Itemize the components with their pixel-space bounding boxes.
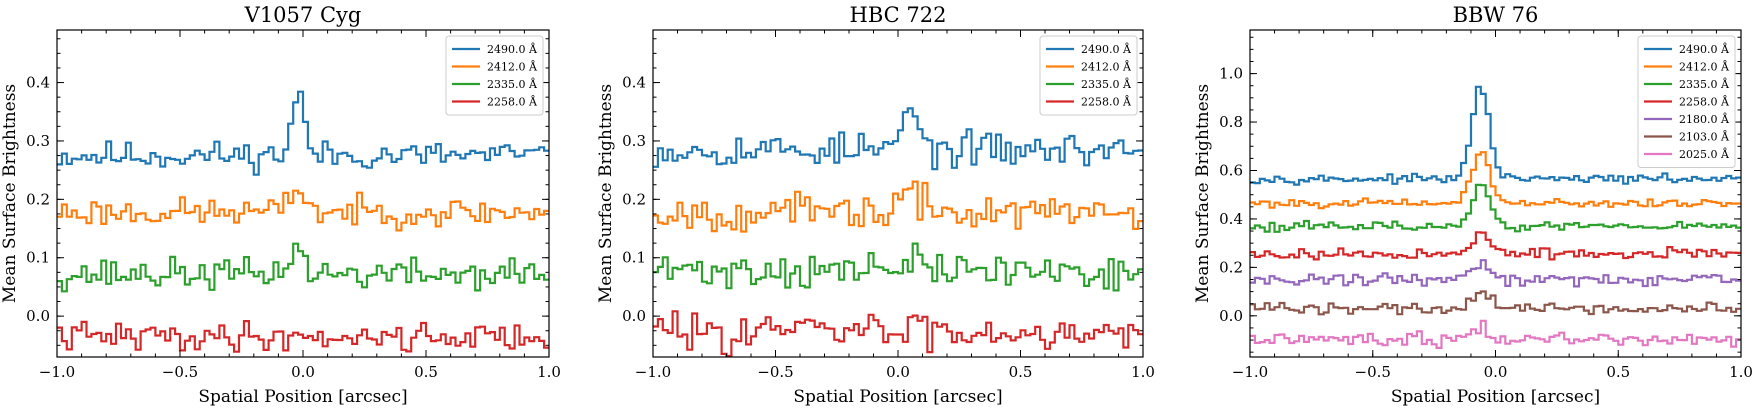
legend-frame	[445, 35, 544, 116]
x-tick-label: 1.0	[1729, 363, 1753, 381]
y-tick-label: 0.4	[622, 74, 646, 92]
x-axis-label: Spatial Position [arcsec]	[793, 387, 1002, 407]
legend-label: 2335.0 Å	[1081, 77, 1132, 91]
y-tick-label: 0.3	[622, 132, 646, 150]
chart-title: V1057 Cyg	[244, 3, 362, 27]
x-tick-label: 1.0	[537, 363, 561, 381]
x-tick-label: −1.0	[1232, 363, 1268, 381]
x-tick-label: 0.0	[1484, 363, 1508, 381]
y-tick-label: 0.0	[622, 307, 646, 325]
x-tick-label: 0.5	[1606, 363, 1630, 381]
legend-label: 2258.0 Å	[1679, 95, 1730, 109]
series-line-1	[653, 107, 1143, 171]
legend-label: 2490.0 Å	[487, 42, 538, 56]
y-tick-label: 0.2	[1219, 258, 1243, 276]
legend-frame	[1637, 35, 1736, 168]
y-axis-label: Mean Surface Brightness	[0, 84, 20, 303]
legend-label: 2335.0 Å	[487, 77, 538, 91]
x-tick-label: −0.5	[757, 363, 793, 381]
x-tick-label: 0.5	[1009, 363, 1033, 381]
series-line-2	[1250, 151, 1741, 210]
series-line-7	[1250, 319, 1741, 349]
series-line-4	[1250, 231, 1741, 261]
x-tick-label: 1.0	[1131, 363, 1155, 381]
legend-label: 2103.0 Å	[1679, 130, 1730, 144]
y-tick-label: 0.2	[26, 190, 50, 208]
y-axis-label: Mean Surface Brightness	[596, 84, 616, 303]
legend-label: 2412.0 Å	[1679, 60, 1730, 74]
series-line-1	[57, 90, 549, 176]
y-tick-label: 0.0	[1219, 307, 1243, 325]
legend-label: 2335.0 Å	[1679, 77, 1730, 91]
x-axis-label: Spatial Position [arcsec]	[198, 387, 407, 407]
y-tick-label: 0.6	[1219, 161, 1243, 179]
x-tick-label: −0.5	[1355, 363, 1391, 381]
legend: 2490.0 Å 2412.0 Å 2335.0 Å 2258.0 Å 2180.0 Å…	[1637, 35, 1736, 168]
legend-label: 2490.0 Å	[1081, 42, 1132, 56]
series-line-2	[57, 189, 549, 232]
panel-3: BBW 76 −1.0 −0.5 0.0 0.5 1.0 0.0 0.2 0.4 0.6 0.8 1.…	[1193, 3, 1753, 407]
x-tick-label: −1.0	[39, 363, 75, 381]
series-line-3	[1250, 183, 1741, 233]
chart-title: HBC 722	[850, 3, 947, 27]
x-tick-label: 0.0	[291, 363, 315, 381]
x-axis-label: Spatial Position [arcsec]	[1391, 387, 1600, 407]
series-line-4	[653, 310, 1143, 357]
legend: 2490.0 Å 2412.0 Å 2335.0 Å 2258.0 Å	[445, 35, 544, 116]
x-tick-label: 0.0	[886, 363, 910, 381]
legend: 2490.0 Å 2412.0 Å 2335.0 Å 2258.0 Å	[1039, 35, 1138, 116]
legend-label: 2180.0 Å	[1679, 112, 1730, 126]
legend-label: 2258.0 Å	[1081, 95, 1132, 109]
x-tick-label: 0.5	[414, 363, 438, 381]
legend-label: 2490.0 Å	[1679, 42, 1730, 56]
y-tick-label: 0.4	[1219, 210, 1243, 228]
series-line-1	[1250, 85, 1741, 186]
series-line-3	[57, 242, 549, 293]
series-line-4	[57, 320, 549, 353]
series-line-3	[653, 242, 1143, 292]
series-line-6	[1250, 290, 1741, 316]
x-tick-label: −1.0	[635, 363, 671, 381]
y-tick-label: 0.8	[1219, 113, 1243, 131]
y-tick-label: 0.1	[622, 249, 646, 267]
chart-title: BBW 76	[1453, 3, 1539, 27]
legend-label: 2412.0 Å	[1081, 60, 1132, 74]
y-tick-label: 1.0	[1219, 65, 1243, 83]
panel-2: HBC 722 −1.0 −0.5 0.0 0.5 1.0 0.0 0.1 0.2 0.3 0.4 S…	[596, 3, 1155, 407]
y-tick-label: 0.1	[26, 249, 50, 267]
x-tick-label: −0.5	[162, 363, 198, 381]
panel-1: V1057 Cyg −1.0 −0.5 0.0 0.5 1.0 0.0 0.1 0.2 0.3 0.…	[0, 3, 561, 407]
y-tick-label: 0.2	[622, 190, 646, 208]
legend-label: 2258.0 Å	[487, 95, 538, 109]
y-tick-label: 0.4	[26, 74, 50, 92]
legend-frame	[1039, 35, 1138, 116]
series-line-2	[653, 180, 1143, 233]
series-line-5	[1250, 259, 1741, 288]
y-tick-label: 0.0	[26, 307, 50, 325]
legend-label: 2025.0 Å	[1679, 147, 1730, 161]
legend-label: 2412.0 Å	[487, 60, 538, 74]
y-tick-label: 0.3	[26, 132, 50, 150]
y-axis-label: Mean Surface Brightness	[1193, 84, 1213, 303]
